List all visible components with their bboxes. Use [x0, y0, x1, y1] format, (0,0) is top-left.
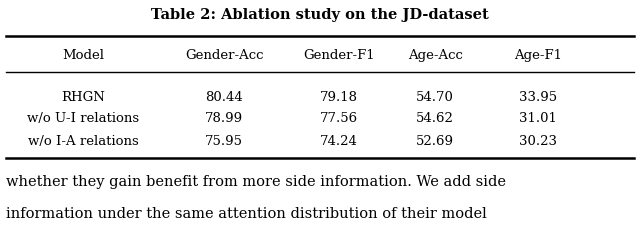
Text: Model: Model	[62, 49, 104, 62]
Text: 31.01: 31.01	[518, 112, 557, 125]
Text: whether they gain benefit from more side information. We add side: whether they gain benefit from more side…	[6, 174, 506, 188]
Text: 75.95: 75.95	[205, 134, 243, 147]
Text: 80.44: 80.44	[205, 90, 243, 103]
Text: 52.69: 52.69	[416, 134, 454, 147]
Text: 78.99: 78.99	[205, 112, 243, 125]
Text: information under the same attention distribution of their model: information under the same attention dis…	[6, 206, 487, 220]
Text: Table 2: Ablation study on the JD-dataset: Table 2: Ablation study on the JD-datase…	[151, 8, 489, 22]
Text: 54.70: 54.70	[416, 90, 454, 103]
Text: Gender-Acc: Gender-Acc	[185, 49, 263, 62]
Text: 74.24: 74.24	[320, 134, 358, 147]
Text: 33.95: 33.95	[518, 90, 557, 103]
Text: w/o U-I relations: w/o U-I relations	[27, 112, 140, 125]
Text: 54.62: 54.62	[416, 112, 454, 125]
Text: 30.23: 30.23	[518, 134, 557, 147]
Text: Age-F1: Age-F1	[514, 49, 562, 62]
Text: RHGN: RHGN	[61, 90, 105, 103]
Text: Gender-F1: Gender-F1	[303, 49, 375, 62]
Text: 77.56: 77.56	[320, 112, 358, 125]
Text: 79.18: 79.18	[320, 90, 358, 103]
Text: w/o I-A relations: w/o I-A relations	[28, 134, 139, 147]
Text: Age-Acc: Age-Acc	[408, 49, 463, 62]
